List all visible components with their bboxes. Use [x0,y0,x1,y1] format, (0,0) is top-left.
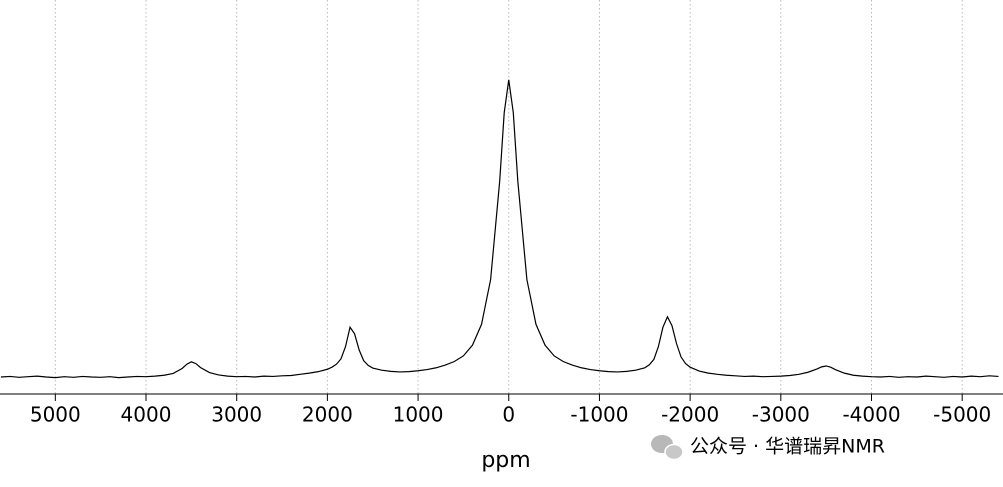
x-tick-label: 0 [502,403,515,427]
x-tick-label: 1000 [393,403,444,427]
x-tick-label: 4000 [121,403,172,427]
x-tick-label: -4000 [842,403,900,427]
x-tick-label: -3000 [752,403,810,427]
watermark: 公众号 · 华谱瑞昇NMR [690,436,885,458]
x-tick-label: 5000 [30,403,81,427]
x-tick-label: -2000 [661,403,719,427]
x-tick-label: 3000 [211,403,262,427]
x-tick-label: -5000 [933,403,991,427]
x-tick-label: 2000 [302,403,353,427]
x-tick-label: -1000 [570,403,628,427]
watermark-icon [651,435,684,461]
x-axis-label: ppm [481,448,530,473]
spectrum-line [0,79,999,379]
